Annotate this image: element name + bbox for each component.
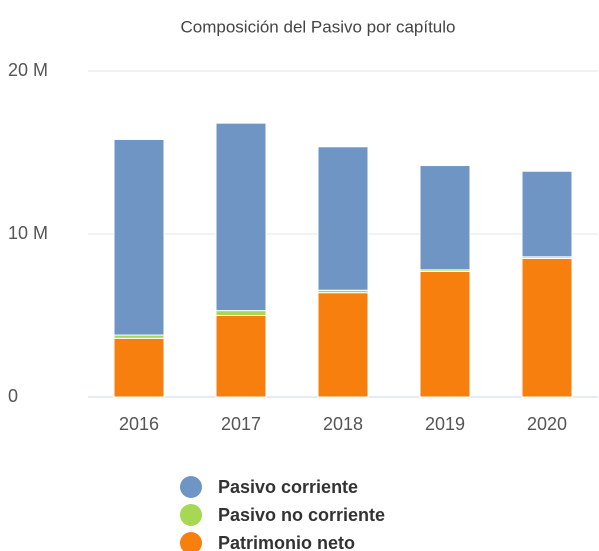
- bar-segment: [521, 170, 573, 258]
- x-tick-label: 2016: [119, 414, 159, 434]
- bar-segment: [521, 257, 573, 398]
- bar-segment: [215, 122, 267, 312]
- y-tick-label: 20 M: [8, 60, 48, 80]
- bar-segment: [113, 138, 165, 336]
- bar-segment: [317, 292, 369, 398]
- x-tick-label: 2018: [323, 414, 363, 434]
- legend-label: Pasivo corriente: [218, 477, 358, 497]
- x-tick-label: 2017: [221, 414, 261, 434]
- bar-segment: [419, 270, 471, 398]
- legend-label: Pasivo no corriente: [218, 505, 385, 525]
- bar-segment: [317, 146, 369, 291]
- bar-segment: [419, 165, 471, 271]
- bar-segment: [215, 315, 267, 398]
- legend-marker: [180, 532, 202, 551]
- bar-segment: [113, 337, 165, 398]
- chart-title: Composición del Pasivo por capítulo: [181, 17, 456, 36]
- bar-segment: [215, 310, 267, 316]
- x-tick-label: 2019: [425, 414, 465, 434]
- x-tick-label: 2020: [527, 414, 567, 434]
- legend-label: Patrimonio neto: [218, 533, 355, 551]
- legend-marker: [180, 476, 202, 498]
- y-tick-label: 10 M: [8, 223, 48, 243]
- legend-marker: [180, 504, 202, 526]
- y-tick-label: 0: [8, 386, 18, 406]
